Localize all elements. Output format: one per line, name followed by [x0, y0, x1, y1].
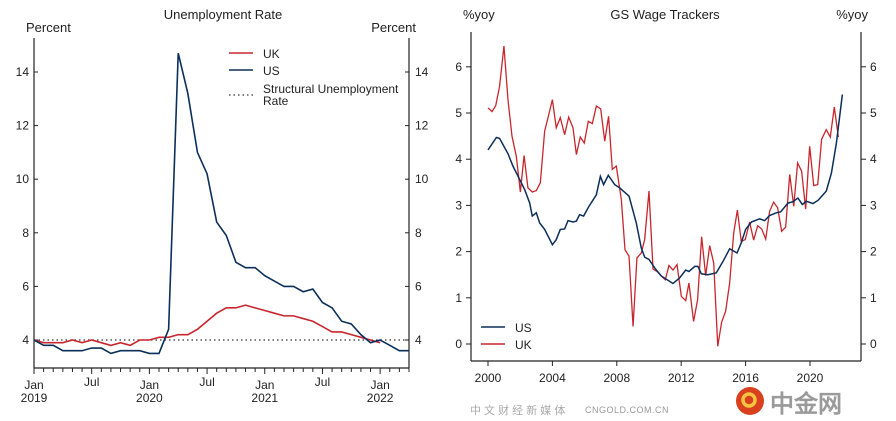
y-tick-label-right: 10 — [415, 172, 429, 186]
y-tick-label-right: 2 — [870, 245, 877, 259]
x-tick-label: 2016 — [732, 371, 759, 385]
legend: US UK — [481, 321, 532, 352]
wage-tracker-chart: GS Wage Trackers %yoy %yoy 0 0 1 1 2 2 3 3 4 4 5 5 6… — [455, 7, 877, 385]
legend-us-label: US — [515, 321, 532, 335]
x-tick-label: 2000 — [475, 371, 502, 385]
y-tick-label-right: 3 — [870, 198, 877, 212]
legend-structural-label-2: Rate — [263, 94, 289, 108]
x-tick-label: 2012 — [668, 371, 695, 385]
x-tick-label: Jul — [84, 375, 99, 389]
cngold-logo-icon — [736, 387, 764, 415]
x-tick-year-label: 2021 — [251, 391, 278, 405]
y-tick-label-right: 4 — [870, 152, 877, 166]
y-tick-label-right: 4 — [415, 333, 422, 347]
chart-title: GS Wage Trackers — [610, 7, 720, 22]
y-tick-label-right: 6 — [415, 279, 422, 293]
y-axis-label-left: Percent — [26, 20, 71, 35]
y-tick-label-left: 6 — [455, 60, 462, 74]
x-tick-label: Jan — [370, 378, 389, 392]
y-axis-label-right: Percent — [371, 20, 416, 35]
x-tick-year-label: 2022 — [367, 391, 394, 405]
watermark-brand: 中金网 — [770, 390, 842, 418]
y-tick-label-left: 4 — [22, 333, 29, 347]
y-tick-label-right: 5 — [870, 106, 877, 120]
legend: UK US Structural Unemployment Rate — [229, 47, 399, 108]
y-tick-label-right: 0 — [870, 337, 877, 351]
watermark-domain: CNGOLD.COM.CN — [585, 405, 669, 415]
y-tick-label-left: 1 — [455, 291, 462, 305]
series-us-line — [487, 94, 844, 285]
y-tick-label-left: 2 — [455, 245, 462, 259]
series-uk-line — [33, 304, 381, 347]
y-tick-label-left: 12 — [16, 119, 30, 133]
legend-uk-label: UK — [515, 338, 532, 352]
y-tick-label-left: 14 — [16, 65, 30, 79]
x-tick-label: Jan — [24, 378, 43, 392]
y-tick-label-left: 5 — [455, 106, 462, 120]
x-tick-label: 2004 — [539, 371, 566, 385]
y-tick-label-left: 0 — [455, 337, 462, 351]
y-tick-label-right: 6 — [870, 60, 877, 74]
unemployment-chart: Unemployment Rate Percent Percent 4 4 6 6 8 8… — [16, 7, 429, 405]
x-tick-label: 2020 — [797, 371, 824, 385]
y-tick-label-right: 8 — [415, 226, 422, 240]
x-tick-year-label: 2020 — [136, 391, 163, 405]
x-tick-label: Jan — [255, 378, 274, 392]
series-uk-line — [487, 45, 839, 347]
cngold-watermark: 中 文 财 经 新 媒 体 CNGOLD.COM.CN 中金网 — [470, 387, 842, 418]
x-tick-label: Jul — [315, 375, 330, 389]
legend-uk-label: UK — [263, 47, 280, 61]
x-tick-label: 2008 — [603, 371, 630, 385]
y-tick-label-right: 14 — [415, 65, 429, 79]
y-tick-label-left: 6 — [22, 279, 29, 293]
series-us-line — [33, 53, 409, 355]
x-tick-year-label: 2019 — [21, 391, 48, 405]
y-axis-label-left: %yoy — [463, 7, 495, 22]
y-tick-label-right: 12 — [415, 119, 429, 133]
legend-us-label: US — [263, 64, 280, 78]
y-tick-label-right: 1 — [870, 291, 877, 305]
y-tick-label-left: 3 — [455, 198, 462, 212]
y-tick-label-left: 10 — [16, 172, 30, 186]
y-axis-label-right: %yoy — [836, 7, 868, 22]
y-tick-label-left: 8 — [22, 226, 29, 240]
x-tick-label: Jul — [199, 375, 214, 389]
watermark-tagline: 中 文 财 经 新 媒 体 — [470, 403, 565, 417]
x-tick-label: Jan — [140, 378, 159, 392]
legend-structural-label-1: Structural Unemployment — [263, 82, 399, 96]
y-tick-label-left: 4 — [455, 152, 462, 166]
chart-title: Unemployment Rate — [164, 7, 283, 22]
